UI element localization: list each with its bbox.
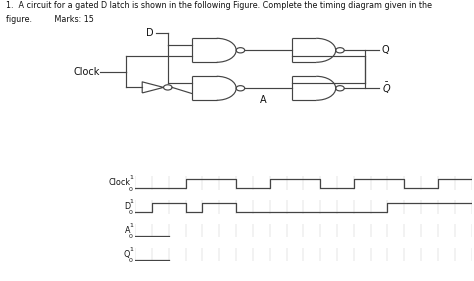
Text: 0: 0 [129, 187, 133, 191]
Text: figure.         Marks: 15: figure. Marks: 15 [6, 15, 93, 24]
Text: 0: 0 [129, 234, 133, 239]
Text: Clock: Clock [108, 178, 130, 187]
Text: D: D [124, 202, 130, 211]
Text: Clock: Clock [73, 67, 100, 78]
Text: 1.  A circuit for a gated D latch is shown in the following Figure. Complete the: 1. A circuit for a gated D latch is show… [6, 1, 432, 10]
Text: $\bar{Q}$: $\bar{Q}$ [382, 81, 391, 96]
Text: 1: 1 [129, 247, 133, 252]
Text: 1: 1 [129, 223, 133, 228]
Text: 0: 0 [129, 210, 133, 215]
Text: Q: Q [124, 250, 130, 259]
Text: A: A [125, 226, 130, 235]
Text: Q: Q [382, 45, 389, 55]
Text: A: A [260, 95, 267, 105]
Text: 0: 0 [129, 258, 133, 263]
Text: 1: 1 [129, 175, 133, 180]
Text: D: D [146, 28, 154, 38]
Text: 1: 1 [129, 199, 133, 204]
